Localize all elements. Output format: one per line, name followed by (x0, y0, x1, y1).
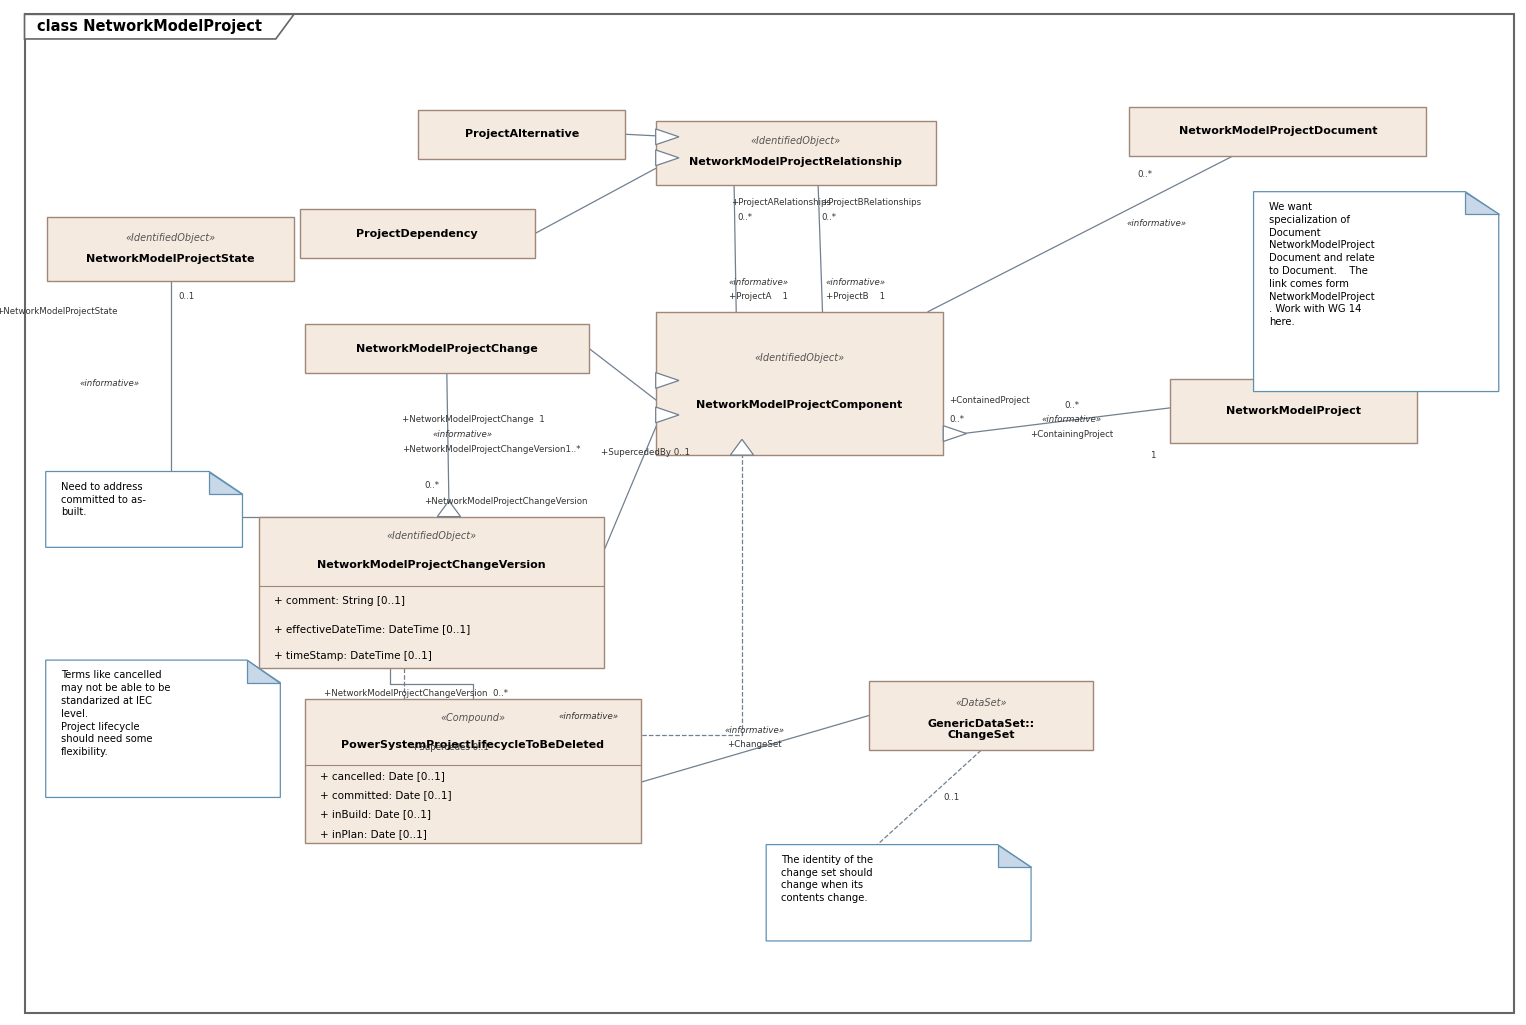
Text: NetworkModelProject: NetworkModelProject (1227, 406, 1361, 416)
Text: Terms like cancelled
may not be able to be
standarized at IEC
level.
Project lif: Terms like cancelled may not be able to … (61, 670, 171, 757)
Text: NetworkModelProjectState: NetworkModelProjectState (87, 253, 255, 263)
Text: +SupercededBy 0..1: +SupercededBy 0..1 (601, 448, 690, 457)
Text: «informative»: «informative» (433, 430, 493, 439)
Polygon shape (438, 501, 461, 517)
Text: «IdentifiedObject»: «IdentifiedObject» (386, 531, 476, 541)
Bar (418, 110, 626, 159)
Bar (301, 209, 534, 258)
Polygon shape (943, 425, 966, 442)
Text: +NetworkModelProjectChangeVersion1..*: +NetworkModelProjectChangeVersion1..* (403, 446, 581, 454)
Text: «informative»: «informative» (725, 726, 784, 735)
Text: «Compound»: «Compound» (439, 712, 505, 723)
Text: NetworkModelProjectChangeVersion: NetworkModelProjectChangeVersion (317, 561, 546, 571)
Text: ProjectDependency: ProjectDependency (357, 229, 478, 239)
Text: +ProjectB    1: +ProjectB 1 (826, 292, 885, 300)
Polygon shape (998, 845, 1032, 867)
Text: NetworkModelProjectComponent: NetworkModelProjectComponent (696, 400, 902, 410)
Polygon shape (46, 472, 243, 547)
Polygon shape (731, 440, 754, 455)
Text: + cancelled: Date [0..1]: + cancelled: Date [0..1] (319, 771, 444, 781)
Text: 0..*: 0..* (1065, 401, 1079, 410)
Polygon shape (656, 150, 679, 166)
Bar (1170, 379, 1418, 443)
Text: 1: 1 (1149, 451, 1155, 459)
Text: + timeStamp: DateTime [0..1]: + timeStamp: DateTime [0..1] (275, 651, 432, 661)
Text: ChangeSet: ChangeSet (948, 730, 1015, 740)
Text: +ContainedProject: +ContainedProject (949, 396, 1030, 405)
Text: +NetworkModelProjectChange  1: +NetworkModelProjectChange 1 (403, 415, 545, 423)
Text: +NetworkModelProjectChangeVersion: +NetworkModelProjectChangeVersion (424, 497, 588, 505)
Bar (305, 699, 641, 843)
Text: «informative»: «informative» (728, 279, 789, 287)
Polygon shape (209, 472, 243, 494)
Text: «informative»: «informative» (1042, 415, 1102, 424)
Text: The identity of the
change set should
change when its
contents change.: The identity of the change set should ch… (781, 855, 873, 903)
Text: + effectiveDateTime: DateTime [0..1]: + effectiveDateTime: DateTime [0..1] (275, 623, 470, 633)
Text: +ProjectARelationships: +ProjectARelationships (731, 199, 832, 207)
Polygon shape (1465, 192, 1499, 214)
Text: + comment: String [0..1]: + comment: String [0..1] (275, 597, 406, 607)
Bar (870, 681, 1093, 750)
Text: «informative»: «informative» (79, 379, 140, 387)
Text: +Supercedes 0..1: +Supercedes 0..1 (412, 743, 488, 751)
Text: +ProjectBRelationships: +ProjectBRelationships (821, 199, 922, 207)
Bar (259, 517, 604, 668)
Text: PowerSystemProjectLifecycleToBeDeleted: PowerSystemProjectLifecycleToBeDeleted (340, 740, 604, 750)
Bar (1129, 107, 1427, 156)
Text: NetworkModelProjectDocument: NetworkModelProjectDocument (1178, 126, 1376, 136)
Text: «informative»: «informative» (826, 279, 885, 287)
Text: +NetworkModelProjectChangeVersion  0..*: +NetworkModelProjectChangeVersion 0..* (324, 690, 508, 698)
Polygon shape (46, 660, 281, 797)
Text: 0..*: 0..* (424, 482, 439, 490)
Text: 0..1: 0..1 (943, 793, 960, 802)
Polygon shape (247, 660, 281, 683)
Text: +ProjectA    1: +ProjectA 1 (728, 292, 787, 300)
Text: «DataSet»: «DataSet» (955, 698, 1007, 708)
Text: «IdentifiedObject»: «IdentifiedObject» (125, 233, 215, 243)
Polygon shape (656, 372, 679, 388)
Text: «informative»: «informative» (1126, 219, 1186, 228)
Text: NetworkModelProjectRelationship: NetworkModelProjectRelationship (690, 157, 902, 167)
Text: We want
specialization of
Document
NetworkModelProject
Document and relate
to Do: We want specialization of Document Netwo… (1268, 202, 1375, 327)
Polygon shape (766, 845, 1032, 941)
Bar (47, 217, 295, 281)
Text: «IdentifiedObject»: «IdentifiedObject» (754, 353, 844, 363)
Text: class NetworkModelProject: class NetworkModelProject (37, 19, 261, 34)
Bar (305, 324, 589, 373)
Text: + inBuild: Date [0..1]: + inBuild: Date [0..1] (319, 810, 430, 819)
Text: 0..*: 0..* (1137, 170, 1152, 178)
Text: + committed: Date [0..1]: + committed: Date [0..1] (319, 790, 452, 801)
Text: NetworkModelProjectChange: NetworkModelProjectChange (356, 343, 537, 354)
Text: ProjectAlternative: ProjectAlternative (464, 129, 578, 139)
Polygon shape (656, 129, 679, 145)
Text: 0..*: 0..* (821, 213, 836, 221)
Text: +ChangeSet: +ChangeSet (728, 740, 783, 749)
Text: +ContainingProject: +ContainingProject (1030, 429, 1114, 439)
Text: 0..*: 0..* (949, 415, 964, 423)
Text: «informative»: «informative» (559, 712, 618, 721)
Text: 0..1: 0..1 (179, 292, 194, 300)
Polygon shape (656, 407, 679, 422)
Text: «IdentifiedObject»: «IdentifiedObject» (751, 136, 841, 147)
Text: Need to address
committed to as-
built.: Need to address committed to as- built. (61, 482, 146, 518)
Text: + inPlan: Date [0..1]: + inPlan: Date [0..1] (319, 829, 427, 838)
Bar (656, 312, 943, 455)
Polygon shape (1253, 192, 1499, 392)
Text: +NetworkModelProjectState: +NetworkModelProjectState (0, 308, 118, 316)
Text: 0..*: 0..* (737, 213, 752, 221)
Bar (656, 121, 935, 184)
Text: GenericDataSet::: GenericDataSet:: (928, 719, 1035, 729)
Polygon shape (24, 14, 295, 39)
